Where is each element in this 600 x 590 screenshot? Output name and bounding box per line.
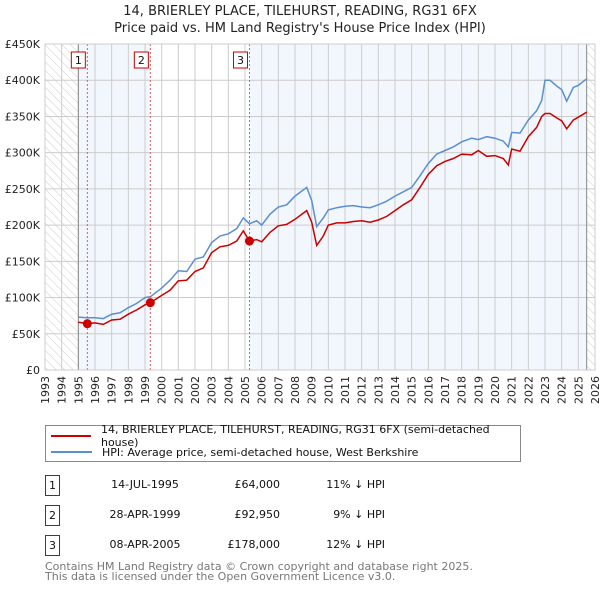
x-tick-label: 2001 [172, 376, 185, 404]
x-tick-label: 2018 [456, 376, 469, 404]
sale-label-box [233, 51, 248, 69]
x-tick-label: 1998 [122, 376, 135, 404]
hpi-diff: 11% ↓ HPI [326, 478, 385, 491]
legend-label-property: 14, BRIERLEY PLACE, TILEHURST, READING, … [100, 423, 490, 449]
sale-point [145, 298, 155, 308]
sale-price: £178,000 [227, 538, 281, 551]
x-tick-label: 2000 [156, 376, 169, 404]
y-tick-label: £300K [5, 147, 41, 160]
x-tick-label: 2014 [389, 376, 402, 404]
sale-label: 1 [75, 54, 82, 67]
y-tick-label: £250K [5, 183, 41, 196]
sale-price: £64,000 [234, 478, 281, 491]
transaction-row: 1 14-JUL-1995 £64,000 11% ↓ HPI [45, 475, 465, 497]
x-tick-label: 2020 [489, 376, 502, 404]
sale-number: 1 [45, 475, 60, 496]
transaction-row: 2 28-APR-1999 £92,950 9% ↓ HPI [45, 505, 465, 527]
y-tick-label: £100K [5, 292, 41, 305]
y-tick-label: £0 [26, 364, 40, 377]
sale-date: 28-APR-1999 [109, 508, 181, 521]
hatched-region-after-data [586, 44, 595, 370]
x-tick-label: 2006 [256, 376, 269, 404]
hpi-diff: 12% ↓ HPI [326, 538, 385, 551]
x-tick-label: 2026 [589, 376, 600, 404]
x-tick-label: 2024 [556, 376, 569, 404]
x-tick-label: 2015 [406, 376, 419, 404]
x-tick-label: 2016 [422, 376, 435, 404]
legend-swatch-red [51, 435, 91, 437]
ownership-band [78, 44, 151, 370]
hpi-diff: 9% ↓ HPI [333, 508, 385, 521]
transaction-row: 3 08-APR-2005 £178,000 12% ↓ HPI [45, 535, 465, 557]
x-tick-label: 2025 [572, 376, 585, 404]
ownership-band [249, 44, 587, 370]
x-tick-label: 1993 [39, 376, 52, 404]
x-tick-label: 2019 [472, 376, 485, 404]
footer-copyright: Contains HM Land Registry data © Crown c… [45, 560, 473, 573]
x-tick-label: 2004 [222, 376, 235, 404]
x-tick-label: 2003 [206, 376, 219, 404]
x-tick-label: 2002 [189, 376, 202, 404]
plot-frame [44, 43, 596, 371]
x-tick-label: 2009 [306, 376, 319, 404]
y-tick-label: £200K [5, 219, 41, 232]
hpi-line [78, 78, 588, 320]
x-tick-label: 2021 [506, 376, 519, 404]
sale-label: 2 [138, 54, 145, 67]
x-tick-label: 1995 [72, 376, 85, 404]
x-tick-label: 2010 [322, 376, 335, 404]
legend: 14, BRIERLEY PLACE, TILEHURST, READING, … [45, 423, 521, 462]
legend-swatch-blue [51, 451, 92, 453]
x-tick-label: 2011 [339, 376, 352, 404]
sale-number: 2 [45, 505, 60, 526]
y-tick-label: £350K [5, 110, 41, 123]
sale-date: 14-JUL-1995 [111, 478, 179, 491]
x-tick-label: 2017 [439, 376, 452, 404]
sale-label-box [133, 51, 149, 69]
chart-title: 14, BRIERLEY PLACE, TILEHURST, READING, … [123, 4, 477, 19]
legend-item-property: 14, BRIERLEY PLACE, TILEHURST, READING, … [46, 423, 520, 449]
x-tick-label: 2013 [372, 376, 385, 404]
legend-item-hpi: HPI: Average price, semi-detached house,… [46, 444, 418, 460]
price-chart: 1 2 3 1993 1994 1995 1996 1997 1998 1999 2000 2001 2… [5, 38, 600, 404]
x-tick-label: 2007 [272, 376, 285, 404]
y-tick-label: £50K [12, 328, 41, 341]
x-tick-label: 1997 [106, 376, 119, 404]
x-tick-label: 1999 [139, 376, 152, 404]
y-tick-label: £150K [5, 255, 41, 268]
footer-licence: This data is licensed under the Open Gov… [45, 570, 396, 583]
x-tick-label: 2008 [289, 376, 302, 404]
sale-label-box [70, 51, 86, 69]
chart-subtitle: Price paid vs. HM Land Registry's House … [114, 21, 486, 36]
x-tick-label: 1996 [89, 376, 102, 404]
x-tick-label: 2022 [522, 376, 535, 404]
property-price-line [78, 111, 588, 326]
x-tick-label: 2005 [239, 376, 252, 404]
x-tick-label: 1994 [56, 376, 69, 404]
y-tick-label: £400K [5, 74, 41, 87]
x-tick-label: 2023 [539, 376, 552, 404]
sale-point [245, 236, 254, 246]
x-tick-label: 2012 [356, 376, 369, 404]
sale-number: 3 [45, 535, 60, 556]
sale-label: 3 [237, 54, 244, 67]
sale-price: £92,950 [234, 508, 281, 521]
sale-date: 08-APR-2005 [109, 538, 181, 551]
y-tick-label: £450K [5, 38, 41, 51]
sale-point [82, 319, 92, 329]
legend-label-hpi: HPI: Average price, semi-detached house,… [102, 445, 419, 459]
